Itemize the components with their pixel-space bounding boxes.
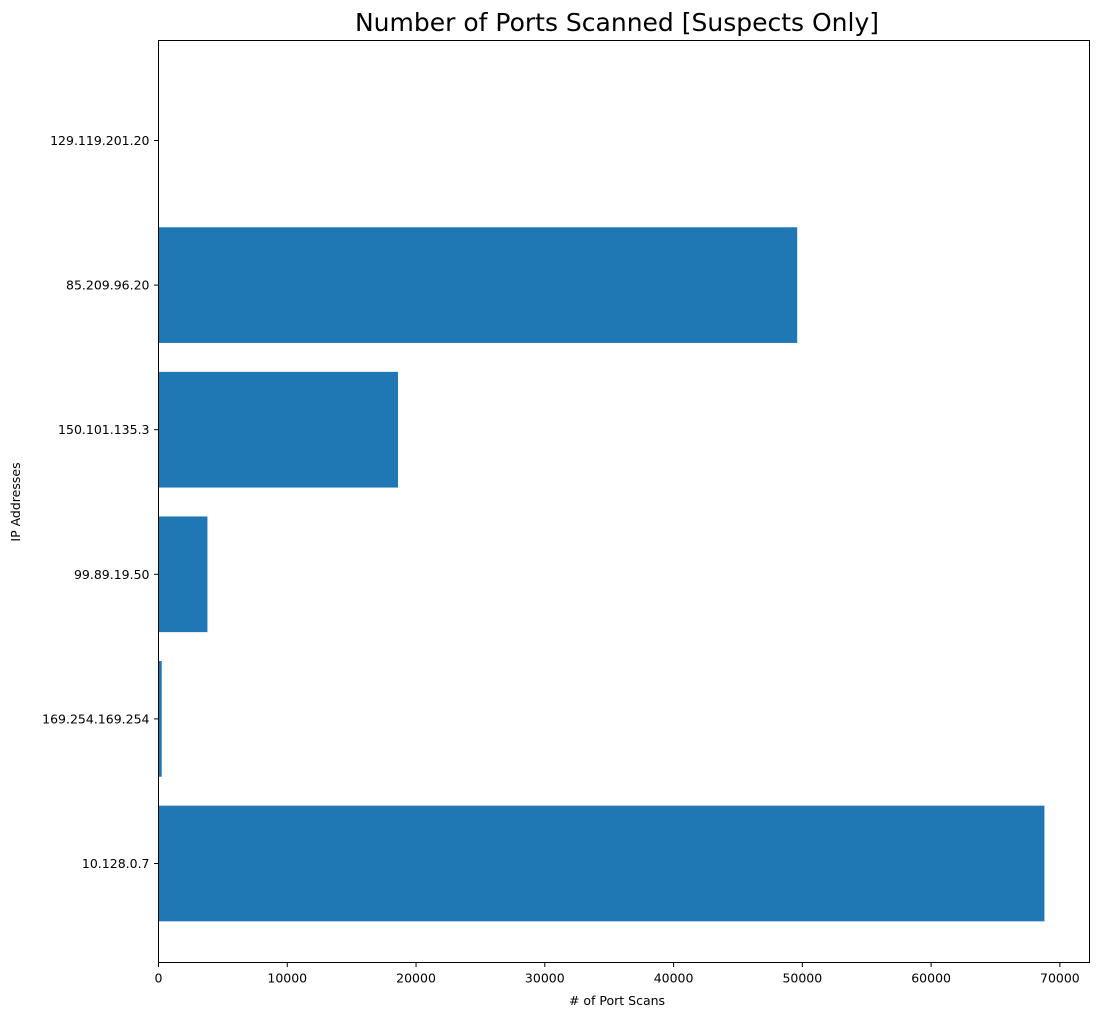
y-tick-label: 99.89.19.50 xyxy=(74,567,150,582)
chart-title: Number of Ports Scanned [Suspects Only] xyxy=(355,8,879,37)
bar-150-101-135-3 xyxy=(158,371,399,488)
y-tick-label: 85.209.96.20 xyxy=(66,278,150,293)
y-axis: 10.128.0.7 169.254.169.254 99.89.19.50 150.… xyxy=(42,133,159,871)
x-tick-label: 10000 xyxy=(267,971,307,986)
y-tick-label: 10.128.0.7 xyxy=(82,856,150,871)
x-axis: 0 10000 20000 30000 40000 50000 60000 70000 xyxy=(155,962,1080,986)
bar-10-128-0-7 xyxy=(158,805,1045,922)
x-tick-label: 20000 xyxy=(396,971,436,986)
x-tick-label: 60000 xyxy=(911,971,951,986)
x-tick-label: 30000 xyxy=(525,971,565,986)
x-tick-label: 40000 xyxy=(654,971,694,986)
bar-169-254-169-254 xyxy=(158,661,162,777)
x-tick-label: 70000 xyxy=(1040,971,1080,986)
bar-99-89-19-50 xyxy=(158,516,208,633)
x-axis-label: # of Port Scans xyxy=(569,993,665,1008)
x-tick-label: 50000 xyxy=(782,971,822,986)
x-tick-label: 0 xyxy=(155,971,163,986)
y-tick-label: 129.119.201.20 xyxy=(50,133,149,148)
bars-group xyxy=(158,227,1045,922)
y-axis-label: IP Addresses xyxy=(8,462,23,541)
y-tick-label: 150.101.135.3 xyxy=(58,422,149,437)
plot-frame xyxy=(158,40,1090,963)
y-tick-label: 169.254.169.254 xyxy=(42,711,149,726)
bar-85-209-96-20 xyxy=(158,227,798,343)
